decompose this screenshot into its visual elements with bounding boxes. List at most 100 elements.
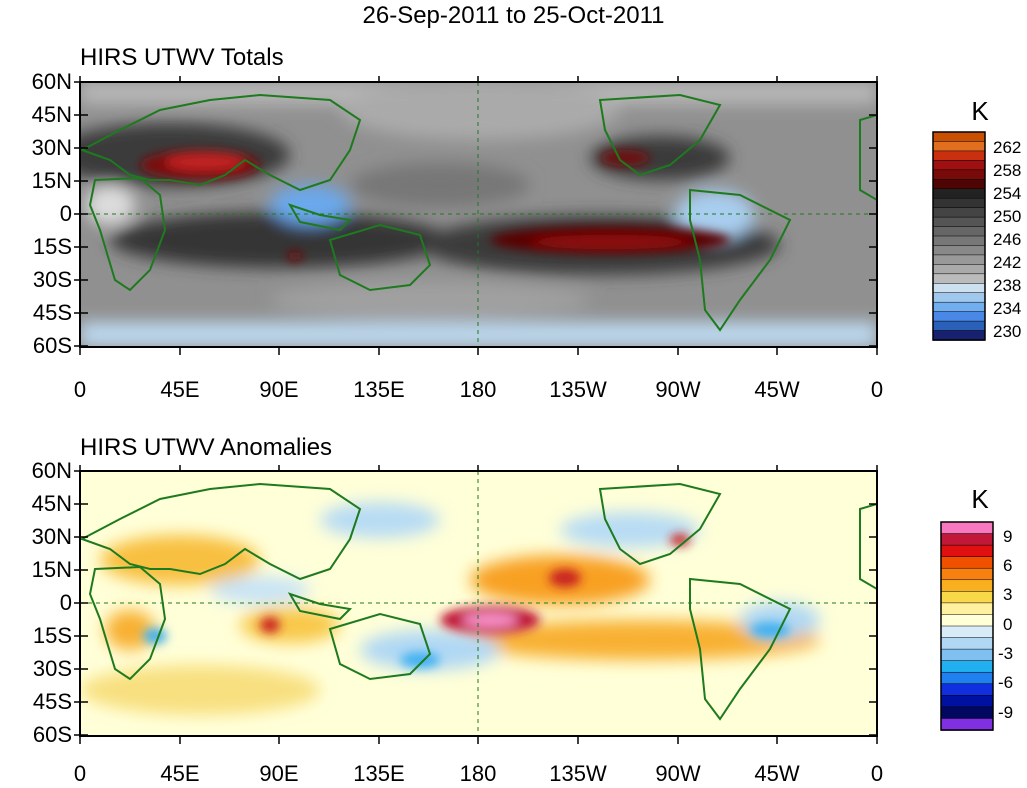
anomalies-ylabel: 30S [32, 656, 72, 681]
anomalies-xlabel: 0 [870, 761, 884, 786]
totals-colorbar-label: 254 [993, 184, 1022, 203]
colorbar-swatch [940, 579, 994, 593]
totals-ylabel: 15N [31, 168, 72, 193]
anomalies-colorbar-label: -9 [998, 703, 1014, 722]
colorbar-swatch [932, 330, 986, 341]
colorbar-swatch [940, 567, 994, 581]
colorbar-swatch [940, 544, 994, 558]
totals-ylabel: 60S [32, 333, 72, 358]
anomalies-xlabel: 135W [549, 761, 607, 786]
colorbar-swatch [940, 695, 994, 708]
colorbar-swatch [940, 614, 994, 627]
anomalies-xlabel: 90W [655, 761, 701, 786]
colorbar-swatch [940, 556, 994, 569]
anomalies-map [80, 471, 877, 736]
colorbar-swatch [940, 671, 994, 685]
colorbar-swatch [932, 207, 986, 218]
anomalies-ylabel: 60S [32, 722, 72, 747]
totals-ylabel: 15S [32, 234, 72, 259]
totals-map [80, 82, 877, 347]
anomalies-xlabel: 90E [259, 761, 299, 786]
anomalies-ylabel: 15S [32, 623, 72, 648]
colorbar-swatch [932, 254, 986, 266]
colorbar-swatch [940, 660, 994, 673]
totals-xlabel: 180 [459, 377, 497, 402]
anomalies-xlabel: 45W [754, 761, 800, 786]
anomalies-colorbar [940, 521, 994, 731]
colorbar-swatch [932, 264, 986, 275]
colorbar-swatch [940, 718, 994, 731]
totals-xlabel: 90E [259, 377, 299, 402]
anomalies-ticks [74, 465, 878, 744]
colorbar-swatch [932, 150, 986, 162]
anomalies-xlabel: 180 [459, 761, 497, 786]
totals-ylabel: 60N [31, 69, 72, 94]
totals-colorbar-label: 234 [993, 299, 1022, 318]
totals-ylabel: 0 [59, 201, 72, 226]
totals-colorbar-label: 230 [993, 322, 1022, 341]
colorbar-swatch [932, 216, 986, 228]
totals-xlabel: 45W [754, 377, 800, 402]
anomalies-ylabel: 0 [59, 590, 72, 615]
anomalies-xlabel: 45E [160, 761, 200, 786]
anomalies-colorbar-label: 3 [1003, 585, 1013, 604]
anomalies-ylabel: 45S [32, 689, 72, 714]
colorbar-swatch [932, 197, 986, 209]
totals-ylabel: 30N [31, 135, 72, 160]
colorbar-swatch [932, 245, 986, 256]
colorbar-swatch [940, 521, 994, 535]
anomalies-colorbar-unit: K [971, 484, 989, 514]
totals-ylabel: 30S [32, 267, 72, 292]
anomalies-colorbar-label: -6 [998, 673, 1014, 692]
colorbar-swatch [932, 179, 986, 190]
totals-xlabel: 0 [73, 377, 87, 402]
anomalies-xlabel: 0 [73, 761, 87, 786]
anomalies-colorbar-label: 6 [1003, 556, 1013, 575]
colorbar-swatch [932, 188, 986, 199]
totals-colorbar-label: 242 [993, 253, 1022, 272]
totals-colorbar-label: 238 [993, 276, 1022, 295]
colorbar-swatch [932, 273, 986, 285]
colorbar-swatch [932, 226, 986, 237]
panel-title-totals: HIRS UTWV Totals [80, 44, 284, 71]
colorbar-swatch [932, 131, 986, 143]
totals-xlabel: 0 [870, 377, 884, 402]
totals-xlabel: 135W [549, 377, 607, 402]
figure-title: 26-Sep-2011 to 25-Oct-2011 [362, 2, 665, 29]
colorbar-swatch [932, 311, 986, 322]
colorbar-swatch [932, 292, 986, 303]
anomalies-ylabel: 45N [31, 491, 72, 516]
colorbar-swatch [932, 141, 986, 152]
totals-colorbar-label: 258 [993, 161, 1022, 180]
totals-colorbar-label: 262 [993, 138, 1022, 157]
panel-title-anomalies: HIRS UTWV Anomalies [80, 434, 333, 461]
anomalies-ylabel: 30N [31, 524, 72, 549]
colorbar-swatch [932, 301, 986, 313]
colorbar-swatch [940, 625, 994, 639]
totals-colorbar-unit: K [971, 96, 989, 126]
colorbar-swatch [932, 320, 986, 332]
anomalies-xlabel: 135E [353, 761, 405, 786]
colorbar-swatch [932, 235, 986, 247]
colorbar-swatch [940, 533, 994, 546]
totals-xlabel: 45E [160, 377, 200, 402]
totals-colorbar-label: 246 [993, 230, 1022, 249]
colorbar-swatch [940, 591, 994, 604]
anomalies-ylabel: 60N [31, 458, 72, 483]
colorbar-swatch [940, 602, 994, 616]
anomalies-ylabel: 15N [31, 557, 72, 582]
totals-ticks [74, 76, 878, 355]
totals-colorbar [932, 131, 986, 341]
totals-ylabel: 45S [32, 300, 72, 325]
colorbar-swatch [932, 160, 986, 171]
totals-xlabel: 135E [353, 377, 405, 402]
totals-ylabel: 45N [31, 102, 72, 127]
colorbar-swatch [940, 683, 994, 697]
totals-colorbar-label: 250 [993, 207, 1022, 226]
colorbar-swatch [932, 169, 986, 181]
anomalies-colorbar-label: -3 [998, 644, 1014, 663]
anomalies-colorbar-label: 9 [1003, 527, 1013, 546]
totals-xlabel: 90W [655, 377, 701, 402]
colorbar-swatch [932, 283, 986, 294]
